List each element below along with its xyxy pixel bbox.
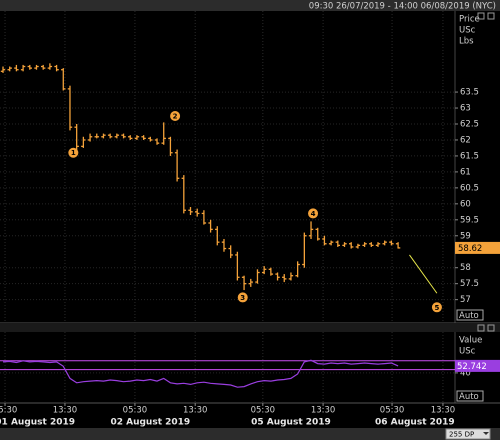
y-tick-label: 60 (460, 199, 471, 209)
auto-button[interactable] (456, 309, 484, 321)
annotation-label: 5 (434, 304, 439, 312)
value-line (2, 359, 399, 388)
x-tick-label: 13:30 (183, 406, 208, 416)
x-tick-label: 05:30 (123, 406, 148, 416)
y-axis-label: Value (459, 336, 482, 346)
price-panel (0, 11, 500, 323)
y-tick-label: 61.5 (460, 151, 479, 161)
points-label[interactable]: 255 DP (449, 431, 474, 439)
annotation-marker (431, 302, 442, 313)
annotation-label: 2 (173, 113, 178, 121)
date-label: 01 August 2019 (0, 418, 75, 428)
x-tick-label: 05:30 (251, 406, 276, 416)
panel-icon[interactable] (487, 12, 495, 20)
annotation-label: 1 (71, 149, 76, 157)
y-tick-label: 40 (460, 368, 471, 378)
annotation-marker (68, 147, 79, 158)
y-axis-label: Price (459, 15, 480, 25)
auto-label[interactable]: Auto (459, 311, 479, 321)
auto-label[interactable]: Auto (459, 392, 479, 402)
header-bar (0, 0, 500, 11)
date-label: 06 August 2019 (375, 418, 455, 428)
y-axis-label: USc (459, 26, 476, 36)
panel-icon[interactable] (487, 324, 495, 332)
dropdown-arrow[interactable] (483, 432, 489, 435)
date-label: 05 August 2019 (251, 418, 331, 428)
y-tick-label: 62.5 (460, 120, 479, 130)
y-tick-label: 57.5 (460, 279, 479, 289)
y-tick-label: 59 (460, 231, 471, 241)
y-axis-label: USc (459, 347, 476, 357)
range-label: 09:30 26/07/2019 - 14:00 06/08/2019 (NYC… (309, 2, 496, 12)
y-tick-label: 61 (460, 167, 471, 177)
annotation-label: 4 (311, 210, 316, 218)
y-tick-label: 58 (460, 263, 471, 273)
x-tick-label: 05:30 (380, 406, 405, 416)
y-tick-label: 60.5 (460, 183, 479, 193)
splitter (0, 323, 500, 332)
panel-icon[interactable] (477, 12, 485, 20)
y-tick-label: 63 (460, 104, 471, 114)
date-label: 02 August 2019 (110, 418, 190, 428)
last-price-label: 58.62 (458, 244, 482, 254)
y-tick-label: 57 (460, 295, 471, 305)
last-price-box (455, 241, 500, 254)
points-button[interactable] (445, 428, 491, 440)
y-tick-label: 62 (460, 135, 471, 145)
x-tick-label: 13:30 (431, 406, 456, 416)
annotation-marker (237, 292, 248, 303)
last-value-label: 52.742 (457, 362, 487, 372)
footer-bar (0, 428, 500, 440)
x-tick-label: 13:30 (311, 406, 336, 416)
y-tick-label: 59.5 (460, 215, 479, 225)
annotation-marker (170, 111, 181, 122)
trend-line (409, 254, 438, 294)
panel-icon[interactable] (477, 324, 485, 332)
annotation-label: 3 (240, 294, 245, 302)
x-tick-label: 13:30 (53, 406, 78, 416)
y-tick-label: 63.5 (460, 88, 479, 98)
annotation-marker (308, 208, 319, 219)
y-axis-label: Lbs (459, 37, 474, 47)
auto-button[interactable] (456, 390, 484, 402)
x-tick-label: 05:30 (0, 406, 17, 416)
last-value-box (455, 359, 500, 372)
